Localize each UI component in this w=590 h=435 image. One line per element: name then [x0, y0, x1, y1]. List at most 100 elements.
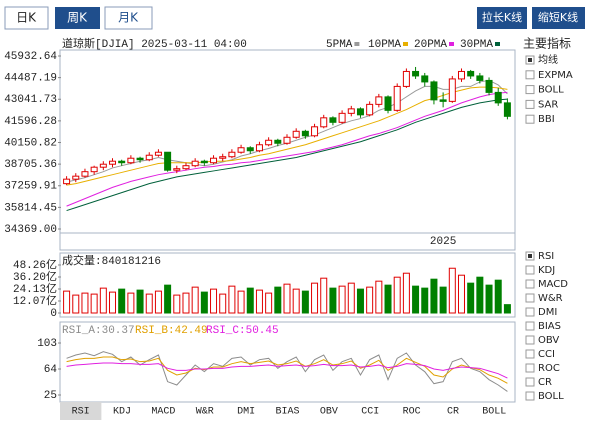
option-label[interactable]: W&R	[538, 293, 563, 304]
checkbox[interactable]	[525, 307, 535, 317]
option-label[interactable]: ROC	[538, 363, 560, 374]
volume-bar	[265, 292, 273, 314]
y-tick-label: 36.20亿	[13, 270, 57, 284]
checkbox[interactable]	[525, 70, 535, 80]
option-label[interactable]: 均线	[538, 53, 558, 66]
button-shrink[interactable]: 缩短K线	[532, 7, 585, 29]
volume-bar	[430, 278, 438, 314]
legend-swatch	[495, 42, 500, 46]
volume-bar	[356, 288, 364, 314]
checkbox[interactable]	[525, 321, 535, 331]
button-bg	[477, 7, 527, 29]
option-label[interactable]: BBI	[538, 114, 555, 125]
tab-day[interactable]: 日K	[4, 6, 49, 30]
legend-label: 10PMA	[368, 39, 401, 51]
candle-body	[402, 70, 410, 87]
candle-body	[81, 171, 89, 177]
checkbox[interactable]	[525, 279, 535, 289]
volume-bar	[467, 282, 475, 314]
option-label[interactable]: BOLL	[538, 391, 564, 402]
tab-bg	[104, 6, 153, 30]
indicator-title: 主要指标	[523, 36, 571, 51]
option-label[interactable]: DMI	[538, 307, 557, 318]
option-label[interactable]: OBV	[538, 335, 559, 346]
bottom-tab-bg	[60, 402, 102, 420]
y-tick-label: 40150.82	[4, 137, 57, 149]
chart-layer: 45932.64 44487.19 43041.73 41596.28 40150.82…	[4, 39, 573, 420]
volume-bar	[228, 285, 236, 314]
button-bg	[532, 7, 585, 29]
bottom-tab[interactable]: CR	[447, 407, 459, 418]
bottom-tab[interactable]: KDJ	[113, 407, 131, 418]
option-label[interactable]: BIAS	[538, 321, 561, 332]
tab-month[interactable]: 月K	[104, 6, 153, 30]
volume-bar	[439, 286, 447, 314]
volume-bar	[457, 274, 465, 314]
tab-label: 月K	[118, 11, 139, 25]
checkbox[interactable]	[525, 85, 535, 95]
line-series	[66, 362, 508, 379]
candle-body	[485, 79, 493, 93]
button-stretch[interactable]: 拉长K线	[477, 7, 527, 29]
checkbox[interactable]	[525, 349, 535, 359]
volume-bar	[320, 277, 328, 314]
option-label[interactable]: CCI	[538, 349, 555, 360]
volume-bar	[329, 287, 337, 314]
bottom-tab[interactable]: BIAS	[275, 407, 299, 418]
option-label[interactable]: MACD	[538, 279, 568, 290]
volume-bar	[347, 282, 355, 314]
option-label[interactable]: KDJ	[538, 265, 555, 276]
candle-body	[329, 117, 337, 123]
bottom-tab[interactable]: MACD	[151, 407, 175, 418]
line-series	[66, 98, 508, 212]
volume-bar	[191, 286, 199, 314]
y-tick-label: 103	[37, 338, 57, 350]
bottom-tab[interactable]: OBV	[320, 407, 338, 418]
bottom-tab[interactable]: W&R	[196, 407, 214, 418]
legend-label: 5PMA	[326, 39, 353, 51]
volume-bar	[421, 287, 429, 314]
volume-bar	[127, 292, 135, 314]
y-tick-label: 34369.00	[4, 224, 57, 236]
bottom-tab[interactable]: BOLL	[482, 407, 506, 418]
checkbox[interactable]	[525, 265, 535, 275]
checkbox[interactable]	[525, 114, 535, 124]
checkbox[interactable]	[525, 293, 535, 303]
candle-body	[219, 156, 227, 159]
volume-bar	[63, 290, 71, 314]
y-tick-label: 12.07亿	[13, 294, 57, 308]
volume-bar	[154, 290, 162, 314]
candle-body	[136, 157, 144, 161]
option-label[interactable]: BOLL	[538, 85, 564, 96]
candle-body	[145, 154, 153, 161]
bottom-tab[interactable]: CCI	[361, 407, 379, 418]
option-label[interactable]: EXPMA	[538, 70, 573, 81]
legend-label: 30PMA	[460, 39, 493, 51]
volume-bar	[145, 293, 153, 314]
candle-body	[173, 168, 181, 171]
candle-body	[356, 108, 364, 116]
volume-bar	[72, 294, 80, 314]
volume-panel	[59, 252, 516, 318]
option-label[interactable]: RSI	[538, 251, 554, 262]
volume-bar	[173, 294, 181, 314]
checkbox-check	[528, 58, 532, 62]
y-tick-label: 44487.19	[4, 73, 57, 85]
candle-body	[467, 70, 475, 77]
volume-bar	[246, 287, 254, 314]
checkbox[interactable]	[525, 335, 535, 345]
bottom-tab[interactable]: DMI	[237, 407, 255, 418]
candle-body	[375, 96, 383, 105]
volume-bar	[90, 293, 98, 314]
checkbox[interactable]	[525, 99, 535, 109]
bottom-tab[interactable]: RSI	[72, 407, 90, 418]
legend-swatch	[354, 42, 360, 46]
option-label[interactable]: CR	[538, 377, 552, 388]
option-label[interactable]: SAR	[538, 99, 558, 110]
tab-week[interactable]: 周K	[55, 7, 100, 29]
checkbox[interactable]	[525, 377, 535, 387]
checkbox[interactable]	[525, 391, 535, 401]
candle-body	[182, 165, 190, 170]
checkbox[interactable]	[525, 363, 535, 373]
bottom-tab[interactable]: ROC	[403, 407, 421, 418]
